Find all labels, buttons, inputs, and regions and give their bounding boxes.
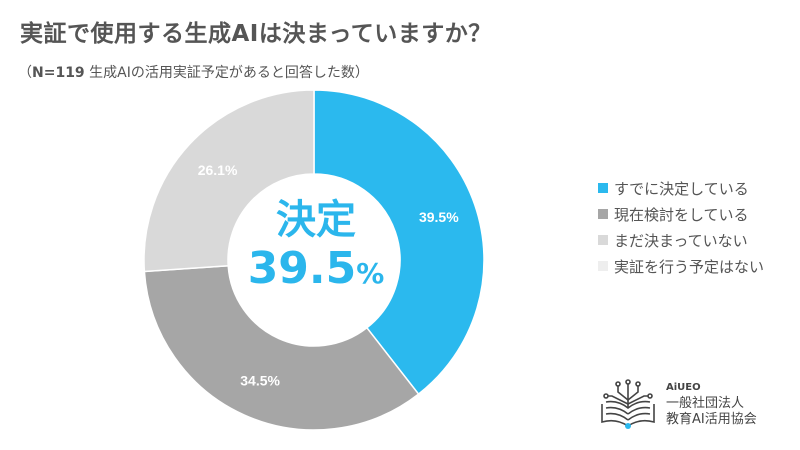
logo-text: AiUEO 一般社団法人 教育AI活用協会	[666, 382, 757, 427]
center-value: 39.5%	[247, 243, 385, 294]
sample-size: N=119	[32, 65, 85, 81]
legend-swatch	[598, 209, 608, 219]
chart-title: 実証で使用する生成AIは決まっていますか？	[20, 21, 492, 47]
legend-swatch	[598, 261, 608, 271]
slice-2	[143, 265, 420, 431]
legend-label: 現在検討をしている	[614, 205, 749, 224]
donut-chart: 39.5% 34.5% 26.1%	[143, 89, 485, 431]
legend-item: 実証を行う予定はない	[598, 253, 764, 279]
legend-label: まだ決まっていない	[614, 231, 748, 250]
legend-label: すでに決定している	[614, 179, 749, 198]
slice-label: 34.5%	[240, 372, 280, 388]
slice-label: 39.5%	[419, 209, 459, 225]
slice-1	[313, 89, 485, 396]
legend-swatch	[598, 183, 608, 193]
legend-item: 現在検討をしている	[598, 201, 764, 227]
chart-subtitle: （N=119 生成AIの活用実証予定があると回答した数）	[18, 65, 369, 81]
center-caption: 決定	[276, 197, 356, 243]
book-circuit-icon	[601, 379, 655, 429]
legend-item: まだ決まっていない	[598, 227, 764, 253]
aiueo-logo: AiUEO 一般社団法人 教育AI活用協会	[598, 378, 757, 430]
slice-label: 26.1%	[198, 162, 238, 178]
legend-label: 実証を行う予定はない	[614, 257, 765, 276]
legend-swatch	[598, 235, 608, 245]
center-label: 決定 39.5%	[226, 196, 406, 299]
chart-legend: すでに決定している 現在検討をしている まだ決まっていない 実証を行う予定はない	[598, 175, 764, 279]
legend-item: すでに決定している	[598, 175, 764, 201]
slice-3	[143, 89, 315, 273]
